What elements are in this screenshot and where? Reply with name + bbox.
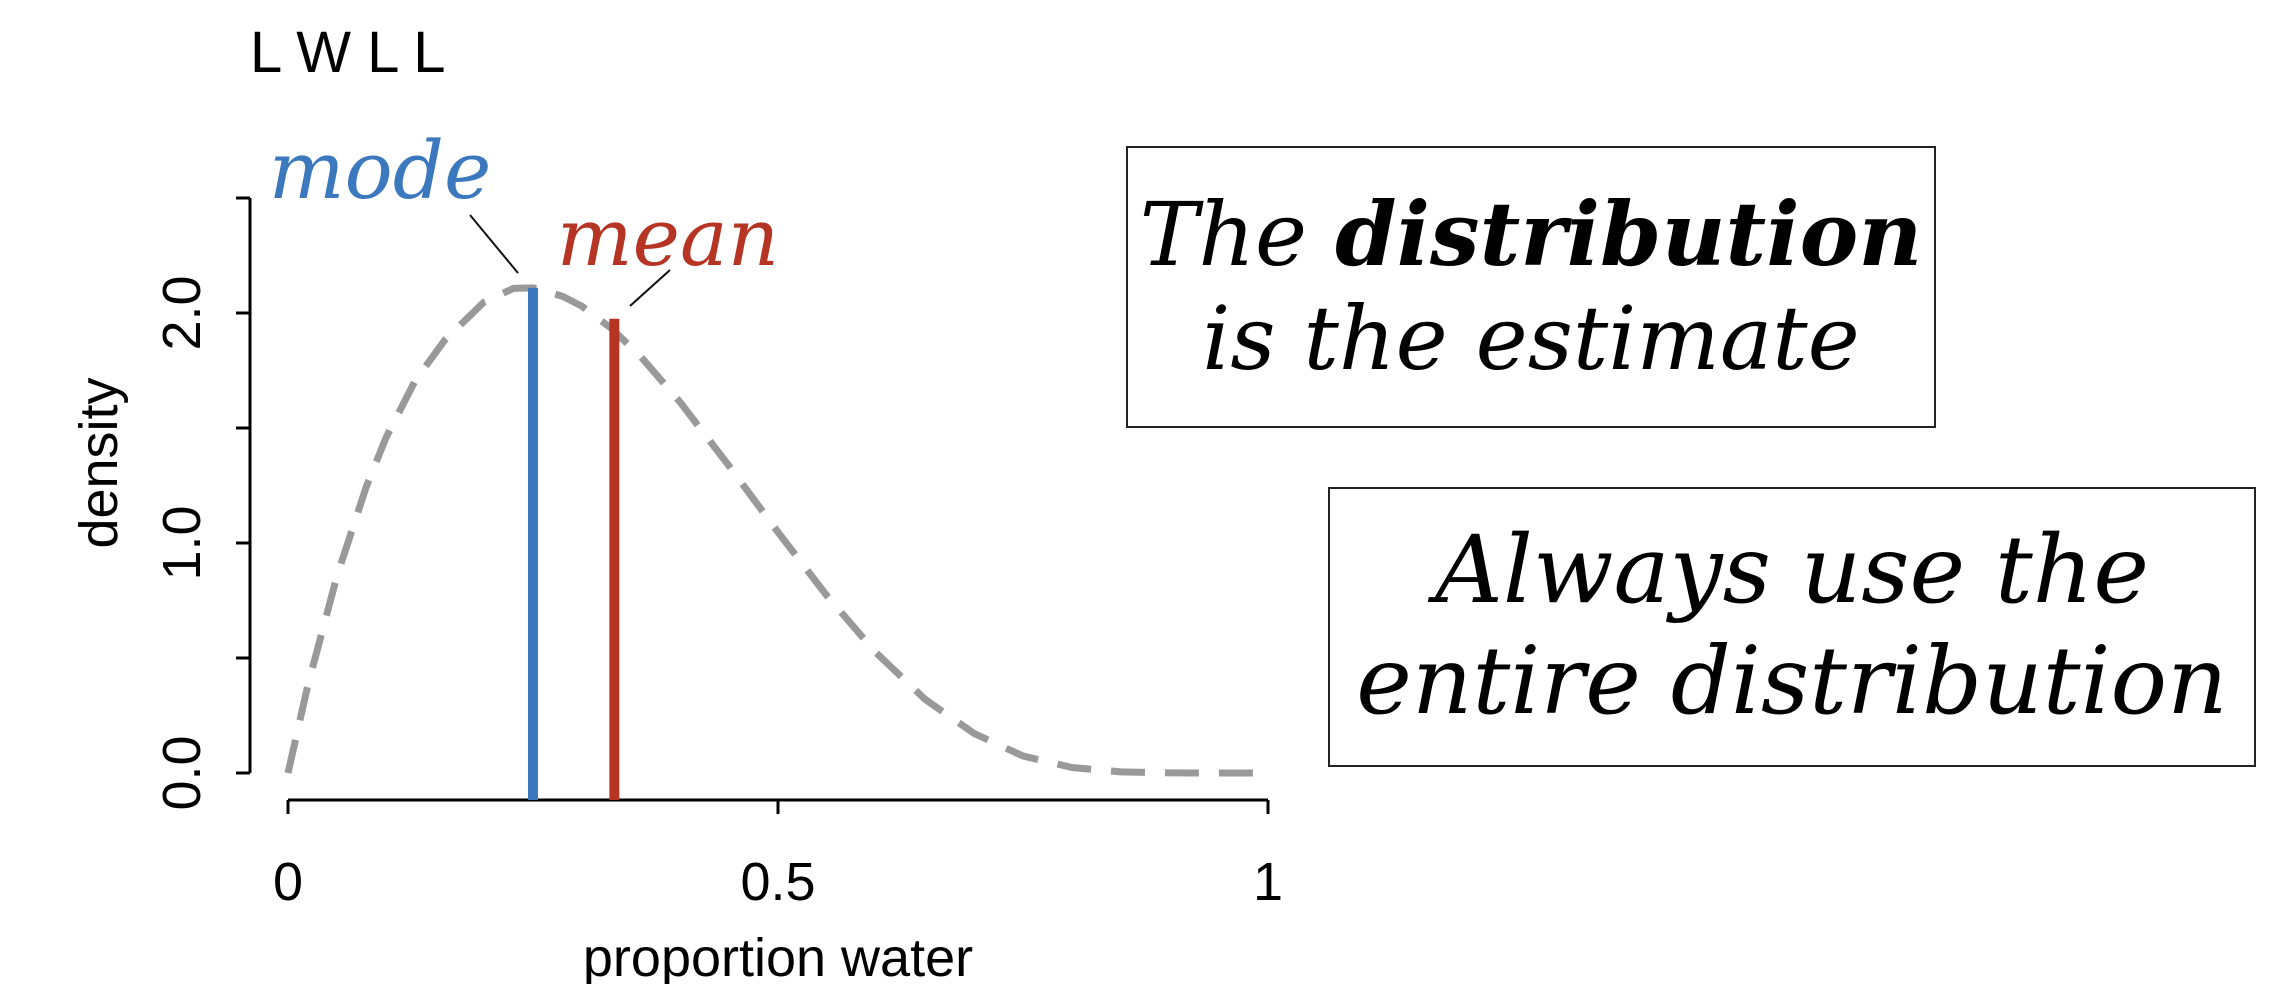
distribution-note-box: Always use the entire distribution — [1328, 487, 2256, 767]
distribution-note-line-1: Always use the — [1435, 516, 2149, 626]
estimate-note-bold: distribution — [1335, 182, 1923, 287]
axes: 0 0.5 1 0.0 1.0 2.0 — [152, 196, 1283, 912]
y-tick-label-0: 0.0 — [152, 735, 212, 810]
leader-line-mean — [629, 269, 671, 307]
leader-line-mode — [469, 214, 519, 274]
marker-label-mean: mean — [557, 191, 779, 284]
series: mode mean — [269, 124, 1268, 800]
distribution-note-line-2: entire distribution — [1356, 627, 2228, 736]
estimate-note-prefix: The — [1139, 183, 1336, 287]
estimate-note-line-1: The distribution — [1139, 182, 1923, 287]
y-tick-label-2: 1.0 — [152, 505, 212, 580]
estimate-note-box: The distribution is the estimate — [1126, 146, 1936, 428]
y-axis-label: density — [69, 377, 129, 548]
x-tick-label-1: 0.5 — [740, 852, 815, 912]
x-tick-label-2: 1 — [1253, 852, 1283, 912]
x-axis-label: proportion water — [583, 928, 973, 984]
estimate-note-line-2: is the estimate — [1202, 287, 1860, 390]
x-tick-label-0: 0 — [273, 852, 303, 912]
density-curve — [284, 284, 1268, 777]
y-tick-label-4: 2.0 — [152, 275, 212, 350]
chart-title: L W L L — [250, 20, 446, 85]
marker-label-mode: mode — [269, 124, 492, 217]
